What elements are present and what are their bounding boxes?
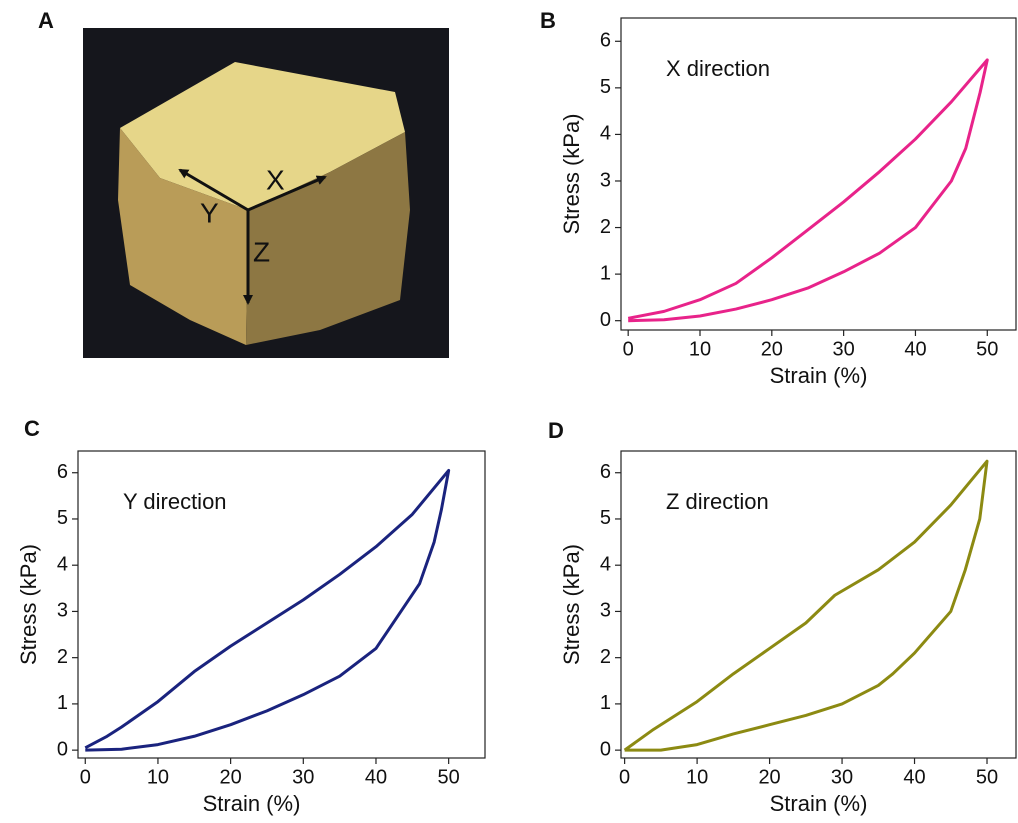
x-tick-label: 30 <box>292 766 314 788</box>
x-tick-label: 30 <box>831 766 853 788</box>
y-tick-label: 6 <box>57 461 68 483</box>
y-axis-label: Stress (kPa) <box>16 544 41 665</box>
y-tick-label: 4 <box>600 553 611 575</box>
figure: A B C D X Y Z 012345601020304050Strain (… <box>0 0 1018 823</box>
panel-label: C <box>24 416 40 441</box>
y-tick-label: 5 <box>57 507 68 529</box>
x-tick-label: 10 <box>686 766 708 788</box>
x-tick-label: 40 <box>365 766 387 788</box>
x-axis-label: Strain (%) <box>203 791 301 816</box>
y-tick-label: 3 <box>600 600 611 622</box>
x-tick-label: 50 <box>976 338 998 360</box>
chart: 0 1 2 3 4 5 6 0 10 20 30 40 50 Strain (%) Stress (kPa)… <box>559 18 1016 388</box>
y-tick-label: 6 <box>600 30 611 52</box>
annotation: Y direction <box>123 489 227 514</box>
panel-label: B <box>540 8 556 33</box>
x-axis-label: Strain (%) <box>770 791 868 816</box>
x-tick-label: 0 <box>80 766 91 788</box>
chart: 0 1 2 3 4 5 6 0 10 20 30 40 50 Strain (%) Stress (kPa)… <box>16 451 485 816</box>
x-tick-label: 40 <box>904 338 926 360</box>
annotation: X direction <box>666 56 770 81</box>
y-tick-label: 5 <box>600 76 611 98</box>
y-tick-label: 4 <box>600 123 611 145</box>
y-tick-label: 4 <box>57 553 68 575</box>
y-tick-label: 6 <box>600 461 611 483</box>
axis-label: X <box>266 164 285 195</box>
y-tick-label: 0 <box>600 738 611 760</box>
data-line <box>628 60 987 321</box>
x-tick-label: 20 <box>761 338 783 360</box>
y-tick-label: 2 <box>600 646 611 668</box>
panel-label: D <box>548 418 564 443</box>
y-axis-label: Stress (kPa) <box>559 544 584 665</box>
y-axis-label: Stress (kPa) <box>559 113 584 234</box>
annotation: Z direction <box>666 489 769 514</box>
x-tick-label: 10 <box>147 766 169 788</box>
x-tick-label: 20 <box>220 766 242 788</box>
x-tick-label: 50 <box>438 766 460 788</box>
y-tick-label: 0 <box>57 738 68 760</box>
x-tick-label: 30 <box>833 338 855 360</box>
y-tick-label: 1 <box>600 262 611 284</box>
chart: 0 1 2 3 4 5 6 0 10 20 30 40 50 Strain (%) Stress (kPa)… <box>559 451 1016 816</box>
y-tick-label: 0 <box>600 309 611 331</box>
x-tick-label: 0 <box>619 766 630 788</box>
x-tick-label: 0 <box>623 338 634 360</box>
y-tick-label: 3 <box>57 600 68 622</box>
x-tick-label: 20 <box>758 766 780 788</box>
y-tick-label: 1 <box>57 692 68 714</box>
y-tick-label: 3 <box>600 169 611 191</box>
axis-label: Y <box>200 197 219 228</box>
y-tick-label: 1 <box>600 692 611 714</box>
photo: X Y Z <box>83 28 449 358</box>
panel-label: A <box>38 8 54 33</box>
y-tick-label: 2 <box>57 646 68 668</box>
x-tick-label: 50 <box>976 766 998 788</box>
x-tick-label: 40 <box>903 766 925 788</box>
y-tick-label: 2 <box>600 216 611 238</box>
x-tick-label: 10 <box>689 338 711 360</box>
x-axis-label: Strain (%) <box>770 363 868 388</box>
axis-label: Z <box>253 236 270 267</box>
y-tick-label: 5 <box>600 507 611 529</box>
